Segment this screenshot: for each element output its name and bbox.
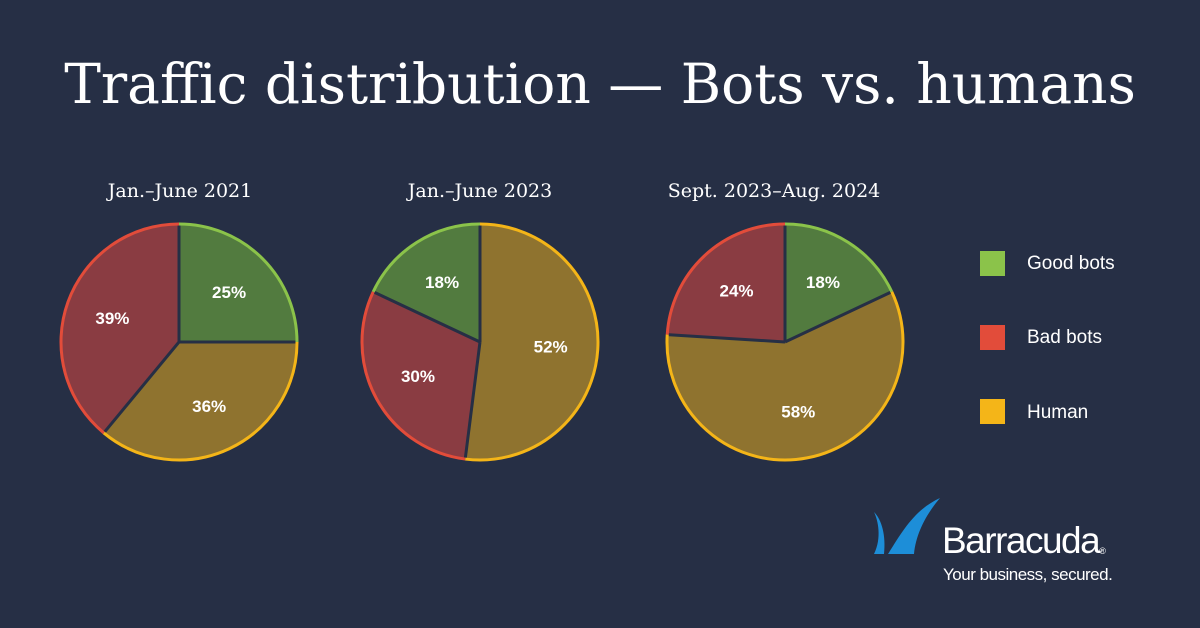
pie-2021-label-good: 25% [212,283,246,302]
pie-2024-arc-good [784,222,894,293]
pie-2023-divider [372,290,481,344]
legend-swatch-human [980,399,1005,424]
pie-2023-slice-good [373,224,480,342]
pie-2024-label-bad: 24% [720,281,754,300]
pie-2023-slice-human [465,224,598,460]
legend-swatch-bad-bots [980,325,1005,350]
pie-2021-arc-good [178,222,299,343]
pie-2024-slice-human [667,291,904,461]
legend-label-human: Human [1027,402,1089,423]
chart-title: Traffic distribution — Bots vs. humans [64,52,1136,116]
pie-2023-arc-good [371,222,481,293]
pie-2024-slice-bad [667,224,785,342]
pie-2021-label-human: 36% [192,397,226,416]
barracuda-logo: Barracuda® [942,520,1106,561]
pie-2023-slice-bad [362,291,480,460]
pie-2024-arc-human [665,291,905,462]
pie-2024-label-human: 58% [781,403,815,422]
pie-2023-divider [463,341,482,460]
pie-2023-label-human: 52% [534,337,568,356]
legend-label-good-bots: Good bots [1027,253,1115,274]
pie-2021-arc-human [102,341,299,462]
pie-2021-label-bad: 39% [95,309,129,328]
pie-2024-slice-good [785,224,892,342]
legend-swatch-good-bots [980,251,1005,276]
legend-label-bad-bots: Bad bots [1027,327,1102,348]
pie-2023-label-bad: 30% [401,367,435,386]
pie-2024-label-good: 18% [806,273,840,292]
pie-2023-arc-human [465,222,600,462]
pie-2021-divider [102,341,181,434]
pie-2024-divider [784,290,893,344]
pie-2023-arc-bad [360,291,466,461]
pie-title-2024: Sept. 2023–Aug. 2024 [667,180,881,202]
pie-2021-slice-human [103,342,297,460]
barracuda-fin-icon [874,498,940,554]
pie-2021-slice-bad [60,224,179,433]
pie-title-2023: Jan.–June 2023 [407,180,553,202]
pie-2024-arc-bad [665,222,786,335]
pie-title-2021: Jan.–June 2021 [107,180,253,202]
pie-2021-slice-good [179,224,297,342]
logo-tagline: Your business, secured. [943,565,1113,584]
pie-2023-label-good: 18% [425,273,459,292]
pie-2024-divider [667,333,786,344]
pie-2021-arc-bad [59,222,180,435]
